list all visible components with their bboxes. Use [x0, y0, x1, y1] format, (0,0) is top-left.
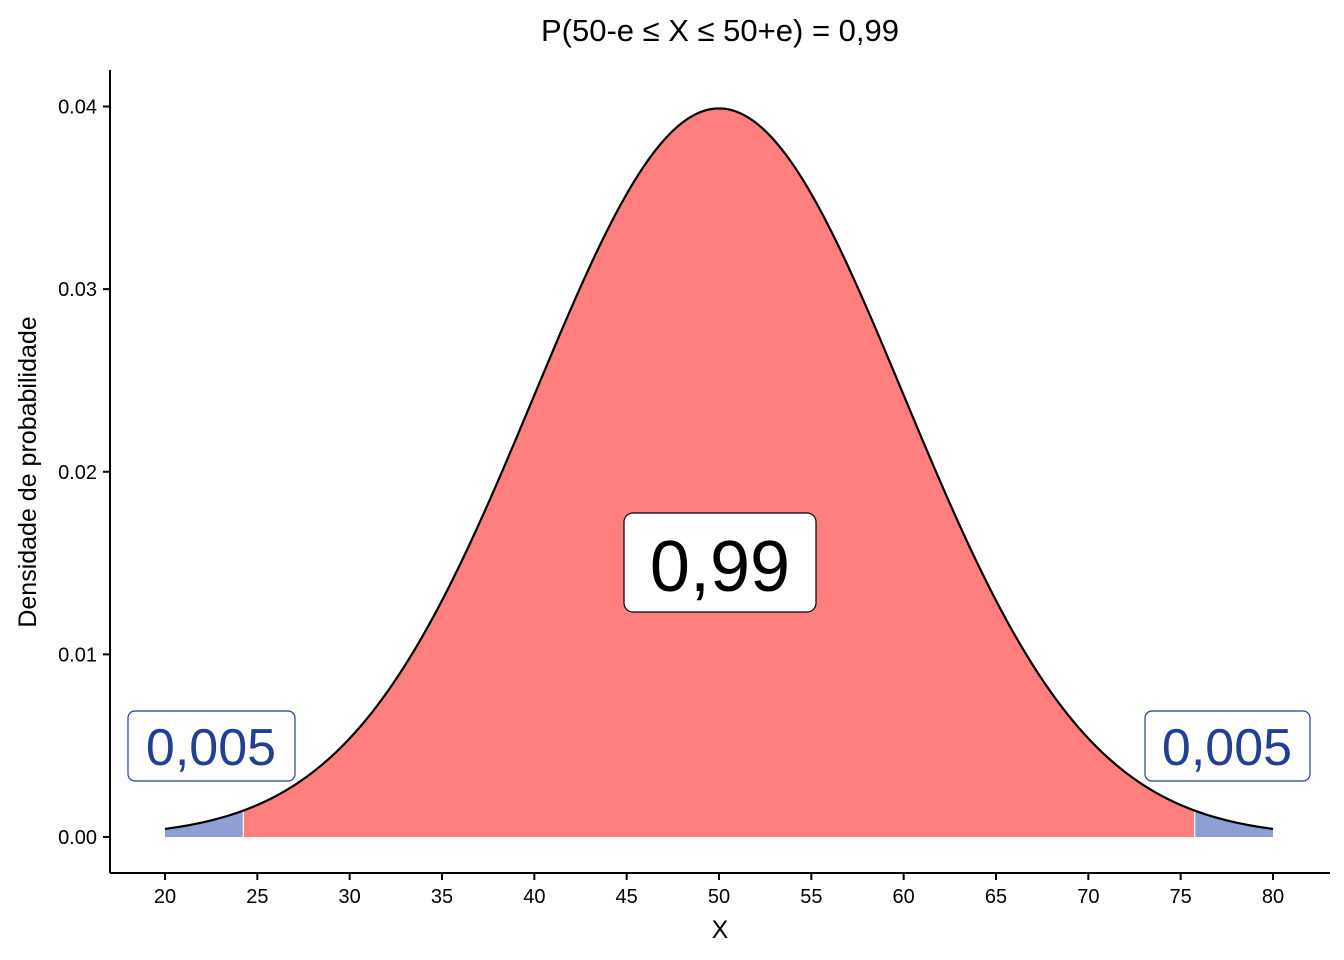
- left-tail-probability-box: 0,005: [127, 710, 296, 782]
- y-axis-title: Densidade de probabilidade: [14, 316, 42, 627]
- right-tail-label-box: [1144, 710, 1311, 782]
- shaded-regions: [165, 108, 1273, 838]
- x-tick-label: 70: [1077, 886, 1099, 908]
- x-axis-title: X: [712, 916, 729, 944]
- density-curve: [164, 107, 1274, 830]
- x-tick-label: 50: [708, 886, 730, 908]
- right-tail-probability-box: 0,005: [1144, 710, 1311, 782]
- center-probability-box: 0,99: [623, 512, 817, 613]
- x-tick-label: 60: [893, 886, 915, 908]
- center-label-box: [623, 512, 817, 613]
- x-tick-label: 30: [339, 886, 361, 908]
- y-tick-label: 0.02: [58, 462, 97, 484]
- y-tick-label: 0.01: [58, 644, 97, 666]
- left-tail-label-box: [127, 710, 296, 782]
- x-tick-label: 35: [431, 886, 453, 908]
- y-tick-label: 0.03: [58, 279, 97, 301]
- center-probability-label: 0,99: [650, 527, 790, 607]
- left-tail-probability-label: 0,005: [146, 719, 276, 777]
- y-axis-ticks: 0.00 0.01 0.02 0.03 0.04: [58, 97, 110, 849]
- right-tail-probability-label: 0,005: [1162, 719, 1292, 777]
- x-tick-label: 45: [616, 886, 638, 908]
- x-tick-label: 65: [985, 886, 1007, 908]
- x-tick-label: 20: [154, 886, 176, 908]
- x-tick-label: 55: [800, 886, 822, 908]
- x-tick-label: 25: [246, 886, 268, 908]
- y-tick-label: 0.00: [58, 827, 97, 849]
- x-tick-label: 75: [1170, 886, 1192, 908]
- x-tick-label: 80: [1262, 886, 1284, 908]
- region-center: [243, 108, 1195, 838]
- chart-title: P(50-e ≤ X ≤ 50+e) = 0,99: [541, 13, 899, 48]
- x-axis-ticks: 20 25 30 35 40 45 50 55 60 65 70 75 80: [154, 873, 1284, 908]
- x-tick-label: 40: [523, 886, 545, 908]
- y-tick-label: 0.04: [58, 97, 97, 119]
